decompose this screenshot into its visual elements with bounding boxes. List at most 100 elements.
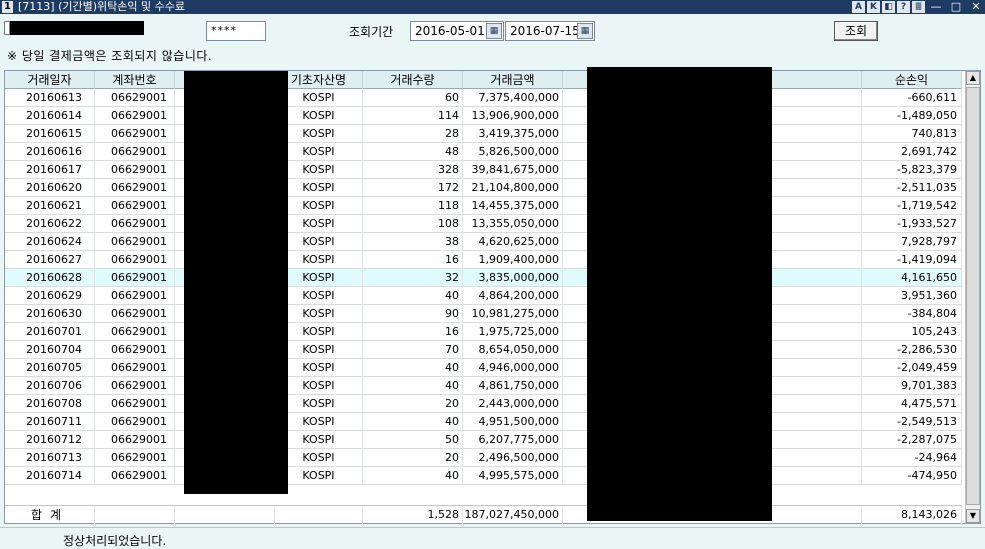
calendar-icon[interactable]: ▦ [486, 23, 502, 39]
cell-underlying: KOSPI [275, 143, 363, 161]
cell-hidden [563, 215, 862, 233]
table-row[interactable]: 20160706 06629001 KOSPI 40 4,861,750,000 9,70… [5, 377, 962, 395]
table-row[interactable]: 20160615 06629001 KOSPI 28 3,419,375,000 740,… [5, 125, 962, 143]
cell-account: 06629001 [95, 449, 175, 467]
table-row[interactable]: 20160622 06629001 KOSPI 108 13,355,050,000 -1… [5, 215, 962, 233]
total-pnl: 8,143,026 [862, 506, 962, 524]
total-empty-2 [175, 506, 275, 524]
cell-qty: 20 [363, 395, 463, 413]
period-label: 조회기간 [349, 25, 394, 39]
cell-pnl: 2,691,742 [862, 143, 962, 161]
end-date-field[interactable]: 2016-07-15 ▦ [505, 21, 595, 41]
table-row[interactable]: 20160628 06629001 KOSPI 32 3,835,000,000 4,16… [5, 269, 962, 287]
table-row[interactable]: 20160614 06629001 KOSPI 114 13,906,900,000 -1… [5, 107, 962, 125]
cell-pnl: -1,489,050 [862, 107, 962, 125]
table-row[interactable]: 20160616 06629001 KOSPI 48 5,826,500,000 2,69… [5, 143, 962, 161]
cell-account: 06629001 [95, 233, 175, 251]
cell-account: 06629001 [95, 269, 175, 287]
cell-amount: 13,906,900,000 [463, 107, 563, 125]
maximize-button[interactable]: □ [950, 0, 962, 13]
header-pnl[interactable]: 순손익 [862, 71, 962, 89]
cell-qty: 328 [363, 161, 463, 179]
link-icon[interactable]: K [867, 1, 880, 13]
font-size-icon[interactable]: A [852, 1, 865, 13]
table-row[interactable]: 20160705 06629001 KOSPI 40 4,946,000,000 -2,0… [5, 359, 962, 377]
total-amount: 187,027,450,000 [463, 506, 563, 524]
vertical-scrollbar[interactable]: ▲ ▼ [965, 71, 980, 523]
total-label: 합계 [5, 506, 95, 524]
cell-hidden [563, 395, 862, 413]
cell-date: 20160711 [5, 413, 95, 431]
table-row[interactable]: 20160629 06629001 KOSPI 40 4,864,200,000 3,95… [5, 287, 962, 305]
close-button[interactable]: ✕ [971, 0, 981, 13]
table-row[interactable]: 20160704 06629001 KOSPI 70 8,654,050,000 -2,2… [5, 341, 962, 359]
cell-underlying: KOSPI [275, 449, 363, 467]
cell-underlying: KOSPI [275, 89, 363, 107]
cell-qty: 48 [363, 143, 463, 161]
cell-amount: 5,826,500,000 [463, 143, 563, 161]
cell-date: 20160629 [5, 287, 95, 305]
table-row[interactable]: 20160713 06629001 KOSPI 20 2,496,500,000 -24,… [5, 449, 962, 467]
table-row[interactable]: 20160621 06629001 KOSPI 118 14,455,375,000 -1… [5, 197, 962, 215]
cell-account: 06629001 [95, 431, 175, 449]
table-row[interactable]: 20160708 06629001 KOSPI 20 2,443,000,000 4,47… [5, 395, 962, 413]
table-row[interactable]: 20160617 06629001 KOSPI 328 39,841,675,000 -5… [5, 161, 962, 179]
cell-underlying: KOSPI [275, 197, 363, 215]
cell-amount: 6,207,775,000 [463, 431, 563, 449]
table-row[interactable]: 20160627 06629001 KOSPI 16 1,909,400,000 -1,4… [5, 251, 962, 269]
header-account[interactable]: 계좌번호 [95, 71, 175, 89]
cell-qty: 114 [363, 107, 463, 125]
cell-pnl: -2,049,459 [862, 359, 962, 377]
cell-amount: 7,375,400,000 [463, 89, 563, 107]
scroll-up-icon[interactable]: ▲ [966, 71, 980, 85]
header-qty[interactable]: 거래수량 [363, 71, 463, 89]
menu-icon[interactable]: ≣ [912, 1, 925, 13]
cell-date: 20160621 [5, 197, 95, 215]
cell-hidden [563, 161, 862, 179]
cell-pnl: -2,511,035 [862, 179, 962, 197]
cell-account: 06629001 [95, 395, 175, 413]
table-row[interactable]: 20160701 06629001 KOSPI 16 1,975,725,000 105,… [5, 323, 962, 341]
header-date[interactable]: 거래일자 [5, 71, 95, 89]
account-selector[interactable] [4, 21, 144, 35]
cell-pnl: -474,950 [862, 467, 962, 485]
window-title: [7113] (기간별)위탁손익 및 수수료 [18, 0, 185, 13]
cell-underlying: KOSPI [275, 107, 363, 125]
calendar-icon[interactable]: ▦ [577, 23, 593, 39]
cell-qty: 60 [363, 89, 463, 107]
header-amount[interactable]: 거래금액 [463, 71, 563, 89]
cell-underlying: KOSPI [275, 251, 363, 269]
start-date-value: 2016-05-01 [415, 24, 485, 38]
password-field[interactable]: **** [206, 21, 266, 41]
copy-icon[interactable]: ◧ [882, 1, 895, 13]
start-date-field[interactable]: 2016-05-01 ▦ [410, 21, 504, 41]
cell-pnl: -2,286,530 [862, 341, 962, 359]
cell-hidden [563, 197, 862, 215]
cell-date: 20160615 [5, 125, 95, 143]
table-row[interactable]: 20160620 06629001 KOSPI 172 21,104,800,000 -2… [5, 179, 962, 197]
cell-underlying: KOSPI [275, 341, 363, 359]
cell-account: 06629001 [95, 341, 175, 359]
table-row[interactable]: 20160624 06629001 KOSPI 38 4,620,625,000 7,92… [5, 233, 962, 251]
cell-date: 20160616 [5, 143, 95, 161]
table-row[interactable]: 20160630 06629001 KOSPI 90 10,981,275,000 -38… [5, 305, 962, 323]
cell-hidden [563, 287, 862, 305]
table-row[interactable]: 20160712 06629001 KOSPI 50 6,207,775,000 -2,2… [5, 431, 962, 449]
table-row[interactable]: 20160711 06629001 KOSPI 40 4,951,500,000 -2,5… [5, 413, 962, 431]
cell-qty: 172 [363, 179, 463, 197]
table-row[interactable]: 20160714 06629001 KOSPI 40 4,995,575,000 -474… [5, 467, 962, 485]
cell-date: 20160624 [5, 233, 95, 251]
header-underlying[interactable]: 기초자산명 [275, 71, 363, 89]
search-button[interactable]: 조회 [834, 21, 878, 41]
cell-amount: 21,104,800,000 [463, 179, 563, 197]
cell-date: 20160613 [5, 89, 95, 107]
cell-underlying: KOSPI [275, 305, 363, 323]
minimize-button[interactable]: — [930, 0, 942, 13]
screen-number-badge[interactable]: 1 [2, 1, 13, 13]
scroll-thumb[interactable] [966, 87, 980, 505]
help-icon[interactable]: ? [897, 1, 910, 13]
scroll-down-icon[interactable]: ▼ [966, 509, 980, 523]
trade-grid[interactable]: 거래일자 계좌번호 기초자산명 거래수량 거래금액 순손익 20160613 06… [4, 67, 981, 524]
table-row[interactable]: 20160613 06629001 KOSPI 60 7,375,400,000 -660… [5, 89, 962, 107]
cell-underlying: KOSPI [275, 359, 363, 377]
